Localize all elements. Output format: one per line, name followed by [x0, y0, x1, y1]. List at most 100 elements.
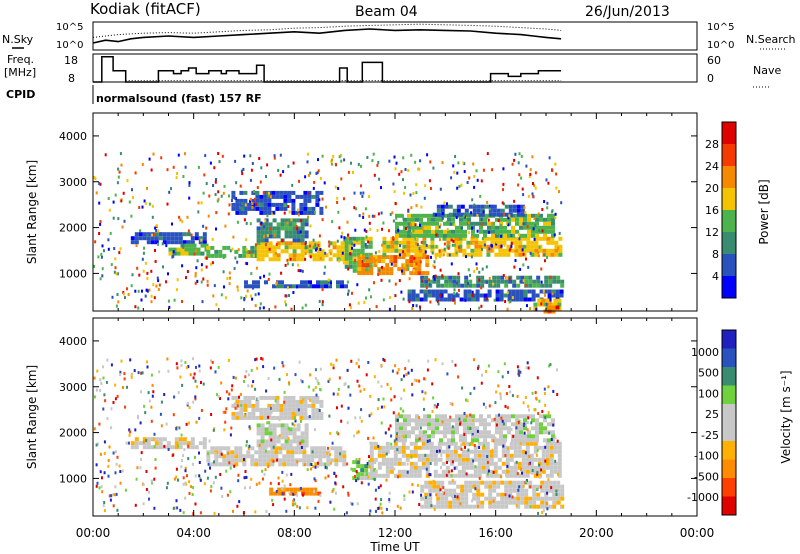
velocity-speckle [486, 455, 489, 458]
power-cell [464, 283, 469, 288]
velocity-cell [276, 439, 281, 444]
velocity-speckle [528, 462, 531, 466]
power-speckle [108, 208, 111, 212]
power-cell [348, 256, 353, 261]
velocity-colorbar-swatch [722, 367, 736, 386]
power-cell [442, 248, 447, 253]
power-cell [280, 284, 284, 289]
power-cell [520, 279, 525, 284]
velocity-speckle [129, 358, 132, 362]
velocity-speckle [158, 370, 161, 374]
power-speckle [380, 278, 383, 282]
power-cell [272, 284, 276, 289]
velocity-cell [286, 458, 291, 463]
power-cell [231, 206, 236, 211]
velocity-speckle [536, 472, 539, 476]
power-cell [176, 251, 181, 256]
power-cell [460, 204, 465, 209]
velocity-speckle [555, 489, 558, 493]
power-speckle [456, 186, 459, 190]
velocity-cell [489, 461, 494, 466]
velocity-speckle [324, 462, 327, 466]
power-cell [423, 225, 427, 230]
power-cell [288, 234, 293, 239]
velocity-cell [342, 450, 347, 455]
power-cell [172, 247, 177, 252]
velocity-cell [427, 434, 431, 439]
velocity-cell [372, 460, 377, 465]
power-cell [288, 253, 293, 258]
power-speckle [425, 286, 428, 290]
velocity-speckle [208, 464, 211, 468]
velocity-speckle [560, 505, 563, 509]
power-cell [264, 230, 269, 235]
velocity-cell [503, 438, 507, 443]
velocity-speckle [238, 395, 240, 399]
velocity-cell [544, 480, 549, 485]
power-cell [239, 198, 244, 203]
power-cell [395, 233, 399, 238]
station-title: Kodiak (fitACF) [90, 0, 201, 18]
velocity-speckle [454, 363, 457, 367]
velocity-cell [524, 492, 529, 497]
power-speckle [244, 261, 247, 265]
power-speckle [467, 221, 470, 225]
velocity-speckle [515, 504, 518, 508]
power-speckle [266, 234, 269, 238]
velocity-speckle [107, 464, 110, 468]
power-cell [296, 230, 301, 235]
velocity-speckle [353, 434, 356, 438]
velocity-speckle [549, 363, 552, 367]
velocity-cell [435, 422, 439, 427]
velocity-speckle [536, 376, 539, 380]
power-speckle [411, 306, 414, 310]
power-cell [235, 202, 240, 207]
beam-title: Beam 04 [355, 4, 418, 20]
power-cell [554, 252, 559, 257]
power-speckle [318, 234, 321, 238]
velocity-speckle [469, 413, 472, 417]
velocity-colorbar-tick: -100 [694, 450, 719, 463]
velocity-speckle [332, 487, 335, 491]
noise-ytick-bottom-left: 10^0 [56, 40, 83, 51]
velocity-speckle [511, 495, 514, 499]
power-cell [471, 297, 476, 302]
velocity-cell [427, 422, 431, 427]
velocity-speckle [441, 491, 444, 495]
velocity-speckle [498, 413, 500, 417]
power-cell [272, 257, 277, 262]
power-cell [150, 236, 155, 241]
velocity-cell [389, 445, 394, 450]
power-speckle [93, 264, 96, 268]
velocity-speckle [306, 423, 308, 427]
power-cell [340, 284, 344, 289]
velocity-speckle [411, 490, 414, 494]
power-speckle [376, 163, 379, 167]
power-cell [188, 251, 193, 256]
power-cell [482, 240, 487, 245]
velocity-speckle [505, 392, 508, 396]
velocity-speckle [548, 364, 551, 368]
power-speckle [441, 212, 444, 215]
velocity-speckle [106, 417, 109, 421]
power-cell [495, 289, 500, 294]
power-speckle [475, 262, 478, 266]
power-cell [300, 241, 305, 246]
velocity-speckle [529, 485, 532, 489]
power-cell [356, 248, 361, 253]
velocity-speckle [497, 370, 500, 374]
velocity-cell [393, 461, 398, 466]
velocity-speckle [509, 390, 512, 394]
power-cell [405, 259, 410, 264]
power-speckle [365, 235, 368, 239]
velocity-speckle [541, 410, 544, 413]
power-cell [196, 251, 201, 256]
velocity-cell [413, 449, 418, 454]
power-cell [523, 233, 527, 238]
velocity-cell [288, 443, 293, 448]
power-speckle [478, 278, 481, 282]
power-cell [496, 208, 501, 213]
velocity-speckle [418, 437, 421, 441]
velocity-cell [515, 434, 519, 439]
